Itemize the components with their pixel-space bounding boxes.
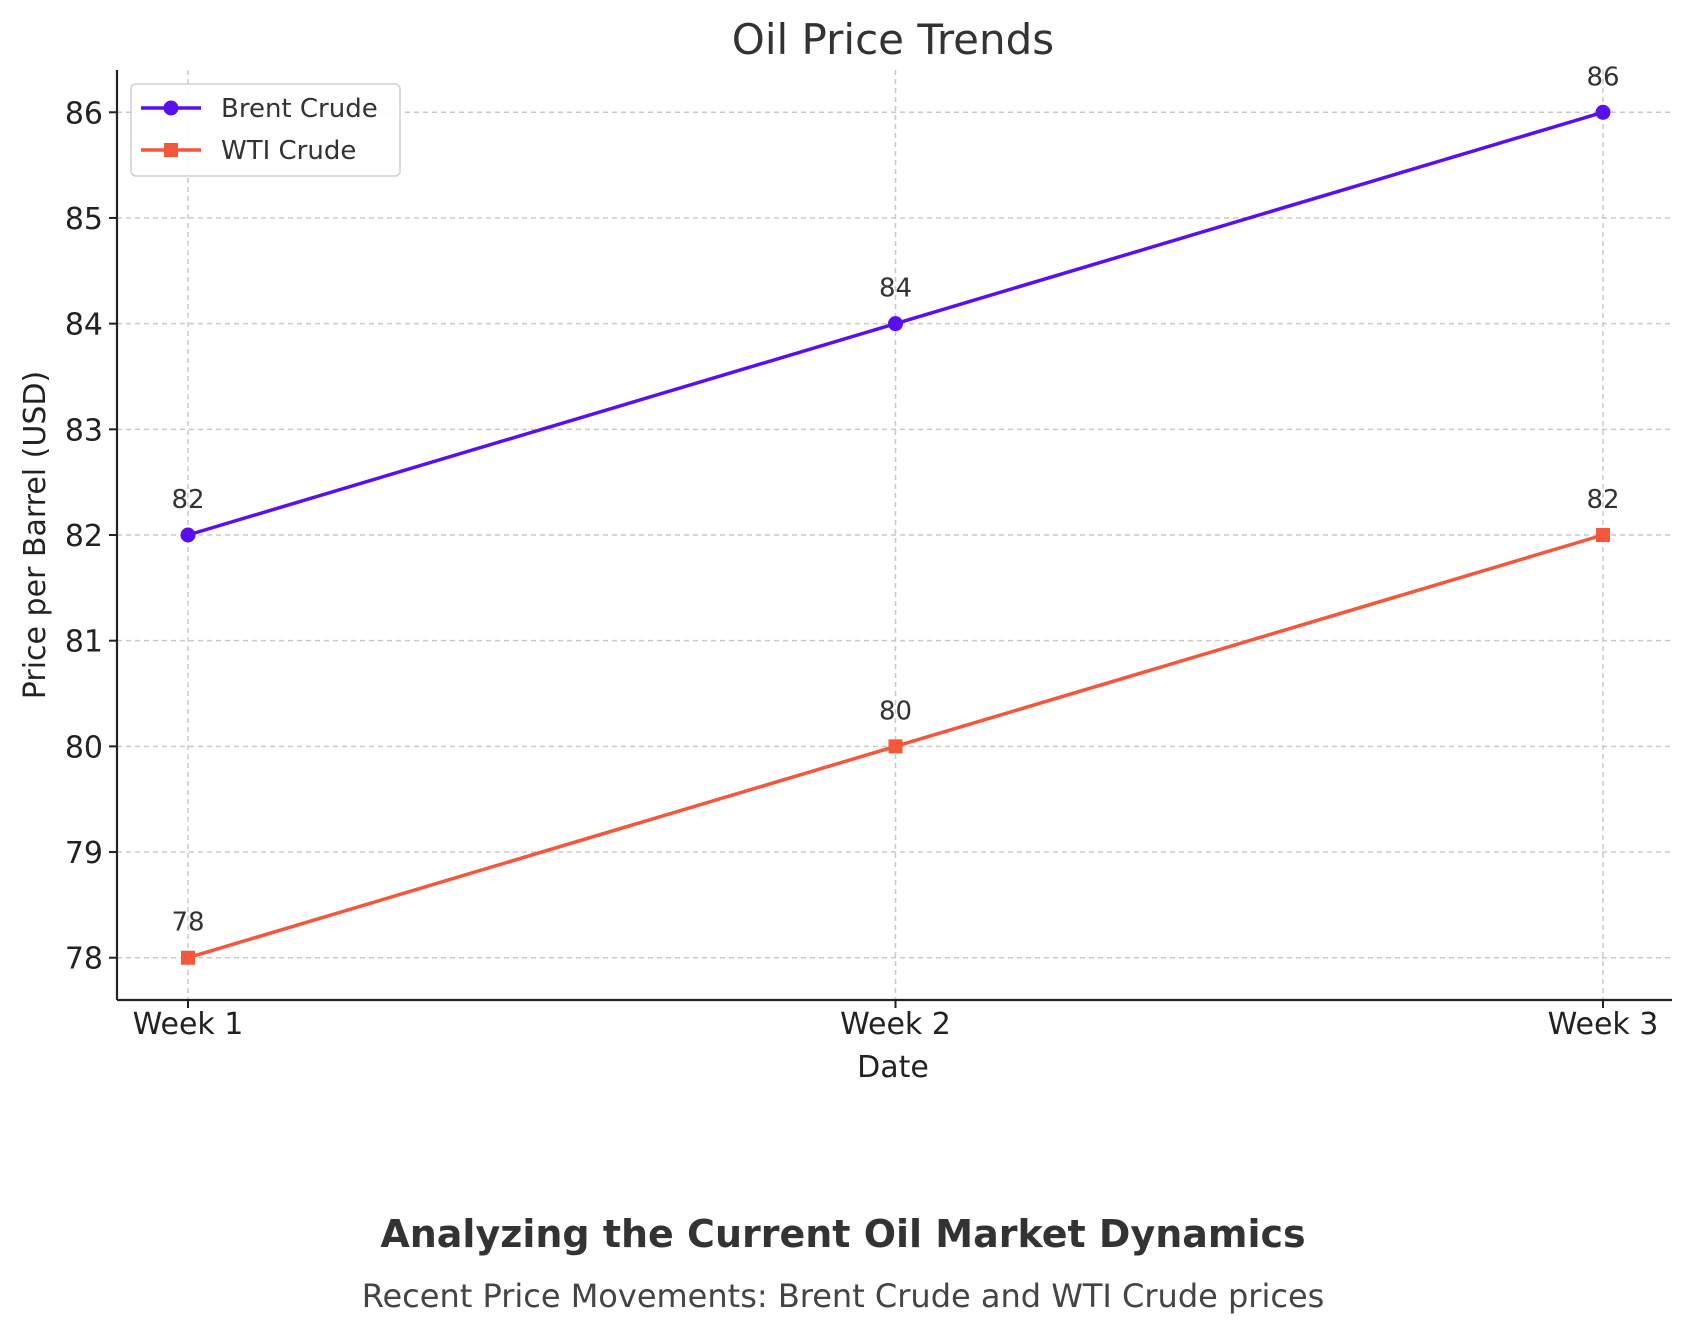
axes: 78 79 80 81 82 83 84 85 86 Week 1 Week 2 Week 3 (65, 70, 1672, 1042)
x-tick-label: Week 1 (133, 1007, 244, 1042)
y-tick-label: 78 (65, 942, 103, 977)
wti-crude-data-label: 80 (879, 696, 912, 726)
series: 82 84 86 78 80 82 (171, 62, 1620, 965)
wti-crude-legend-label: WTI Crude (221, 136, 356, 166)
brent-crude-legend-label: Brent Crude (221, 94, 378, 124)
wti-crude-legend-marker (164, 143, 178, 157)
y-tick-label: 86 (65, 96, 103, 131)
caption-title: Analyzing the Current Oil Market Dynamic… (380, 1212, 1306, 1256)
caption-subtitle: Recent Price Movements: Brent Crude and … (361, 1277, 1325, 1315)
brent-crude-data-label: 86 (1586, 62, 1619, 92)
wti-crude-point (888, 739, 903, 754)
y-tick-label: 83 (65, 413, 103, 448)
y-tick-label: 79 (65, 836, 103, 871)
wti-crude-data-label: 82 (1586, 485, 1619, 515)
y-tick-label: 80 (65, 730, 103, 765)
brent-crude-point (888, 316, 903, 332)
y-tick-label: 82 (65, 519, 103, 554)
wti-crude-data-label: 78 (171, 908, 204, 938)
brent-crude-data-label: 82 (171, 485, 204, 515)
x-tick-label: Week 2 (840, 1007, 951, 1042)
y-tick-label: 85 (65, 202, 103, 237)
wti-crude-point (1596, 528, 1610, 542)
grid (117, 70, 1672, 1000)
y-tick-label: 84 (65, 308, 103, 343)
y-tick-label: 81 (65, 625, 103, 660)
brent-crude-point (1595, 104, 1611, 120)
brent-crude-data-label: 84 (879, 274, 912, 304)
x-axis-label: Date (857, 1050, 929, 1085)
chart-title: Oil Price Trends (732, 15, 1054, 64)
brent-crude-point (180, 527, 196, 543)
x-tick-label: Week 3 (1548, 1007, 1659, 1042)
brent-crude-legend-marker (163, 100, 179, 116)
y-axis-label: Price per Barrel (USD) (18, 371, 53, 699)
wti-crude-point (181, 950, 195, 965)
legend: Brent Crude WTI Crude (130, 83, 401, 177)
